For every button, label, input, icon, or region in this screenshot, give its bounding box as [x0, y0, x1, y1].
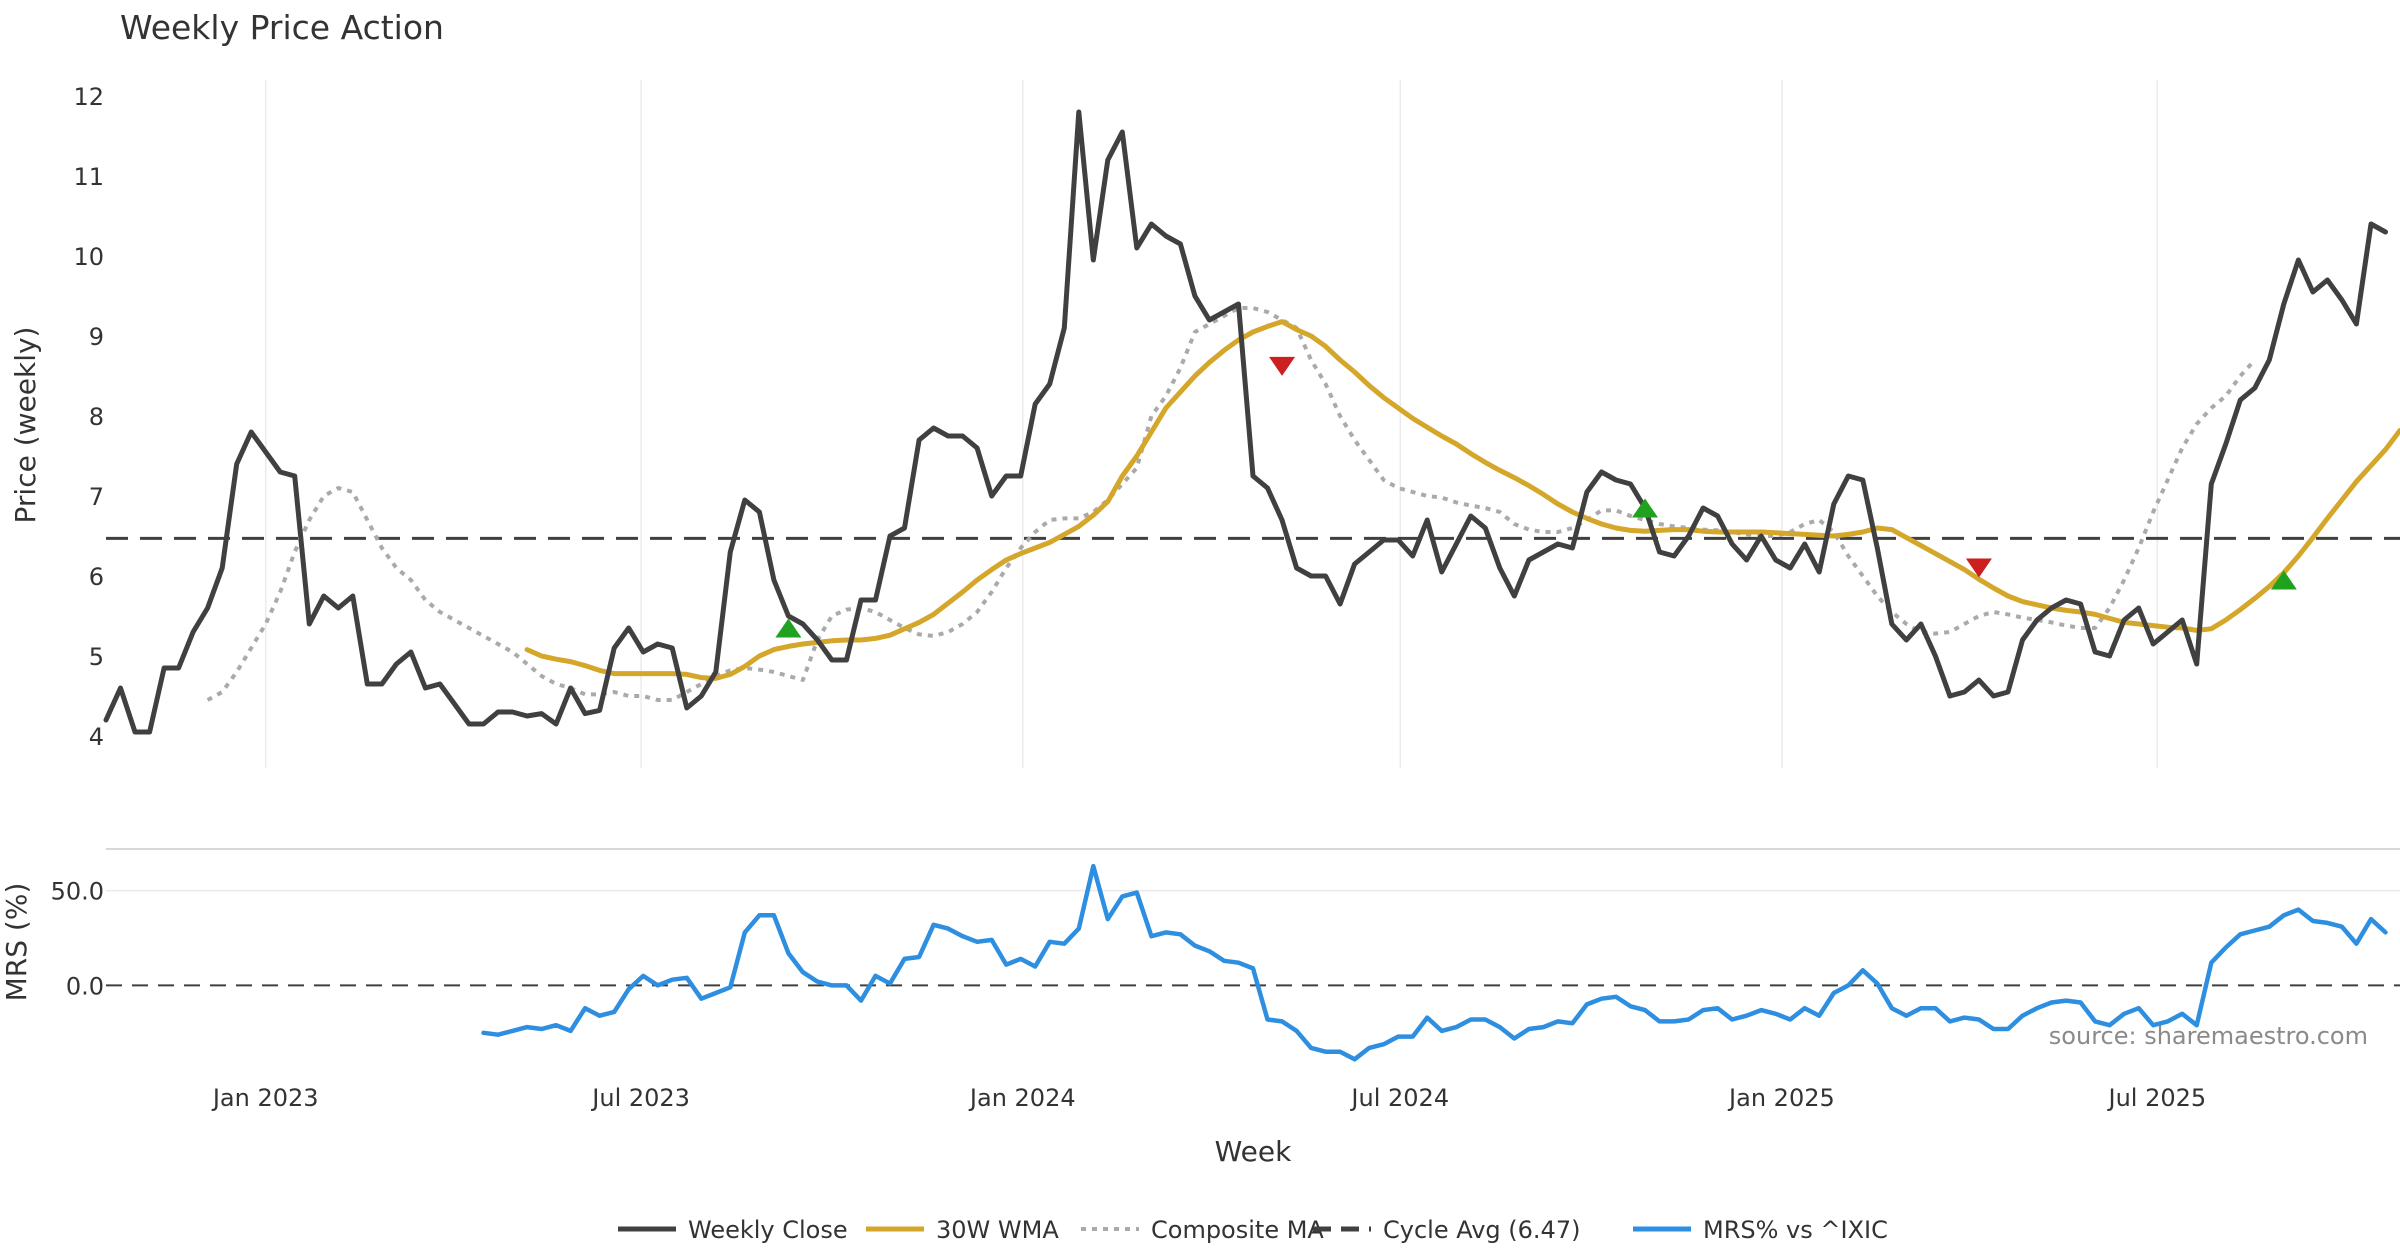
x-tick-label: Jan 2025	[1727, 1084, 1835, 1112]
price-y-tick-label: 4	[89, 723, 104, 751]
mrs-y-tick-label: 50.0	[51, 878, 104, 906]
sell-signal-marker	[1965, 558, 1992, 578]
sell-signal-marker	[1269, 356, 1296, 376]
buy-signal-marker	[1632, 498, 1659, 518]
buy-signal-marker	[775, 618, 802, 638]
price-y-tick-label: 5	[89, 643, 104, 671]
x-tick-label: Jul 2023	[590, 1084, 690, 1112]
mrs-series	[106, 863, 2400, 1062]
legend: Weekly Close 30W WMA Composite MA Cycle Avg…	[618, 1216, 1888, 1244]
price-y-ticks: 4 5 6 7 8 9 10 11 12	[73, 83, 104, 751]
source-annotation: source: sharemaestro.com	[2049, 1022, 2368, 1050]
price-y-axis-label: Price (weekly)	[9, 327, 42, 524]
price-y-tick-label: 8	[89, 403, 104, 431]
mrs-y-ticks: 50.0 0.0	[51, 878, 104, 1001]
price-y-tick-label: 12	[73, 83, 104, 111]
x-tick-label: Jan 2023	[211, 1084, 319, 1112]
x-tick-label: Jul 2024	[1349, 1084, 1449, 1112]
composite-ma-line	[206, 306, 2257, 702]
legend-label-cycle-avg-6-47: Cycle Avg (6.47)	[1383, 1216, 1580, 1244]
legend-label-weekly-close: Weekly Close	[688, 1216, 848, 1244]
price-y-tick-label: 6	[89, 563, 104, 591]
price-y-tick-label: 7	[89, 483, 104, 511]
price-series	[103, 109, 2400, 735]
x-tick-label: Jan 2024	[968, 1084, 1076, 1112]
x-tick-label: Jul 2025	[2106, 1084, 2206, 1112]
price-y-tick-label: 11	[73, 163, 104, 191]
mrs-y-axis-label: MRS (%)	[0, 883, 33, 1002]
price-y-tick-label: 9	[89, 323, 104, 351]
price-y-tick-label: 10	[73, 243, 104, 271]
chart-title: Weekly Price Action	[120, 8, 444, 47]
x-axis-label: Week	[1215, 1135, 1292, 1168]
top-gridlines	[264, 80, 2159, 768]
mrs-y-tick-label: 0.0	[66, 972, 104, 1000]
legend-label-composite-ma: Composite MA	[1151, 1216, 1324, 1244]
weekly-close-line	[103, 109, 2388, 735]
x-ticks: Jan 2023 Jul 2023 Jan 2024 Jul 2024 Jan 2025…	[211, 1084, 2206, 1112]
buy-signal-marker	[2270, 570, 2297, 590]
30w-wma-line	[524, 319, 2400, 681]
mrs-vs-ixic-line	[481, 863, 2388, 1062]
legend-label-30w-wma: 30W WMA	[936, 1216, 1059, 1244]
signal-markers	[775, 356, 2297, 638]
legend-label-mrs-vs-ixic: MRS% vs ^IXIC	[1703, 1216, 1888, 1244]
